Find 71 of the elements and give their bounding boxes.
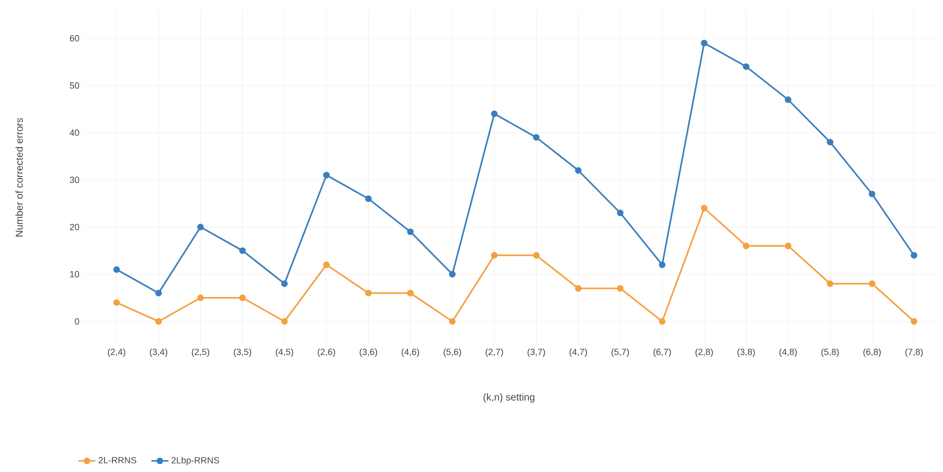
point bbox=[616, 285, 624, 292]
x-tick-label: (6,7) bbox=[654, 348, 671, 357]
point bbox=[491, 252, 498, 259]
x-tick-label: (3,7) bbox=[528, 348, 545, 357]
point bbox=[407, 290, 414, 296]
y-axis-title: Number of corrected errors bbox=[15, 118, 23, 236]
point bbox=[533, 252, 540, 259]
x-tick-label: (5,8) bbox=[821, 348, 839, 357]
point bbox=[365, 195, 372, 202]
x-tick-label: (4,6) bbox=[402, 348, 420, 357]
y-tick-label: 20 bbox=[70, 224, 80, 230]
x-tick-label: (5,6) bbox=[444, 348, 462, 357]
point bbox=[323, 172, 330, 178]
x-tick-label: (2,8) bbox=[696, 348, 713, 357]
x-tick-label: (7,8) bbox=[905, 348, 923, 357]
point bbox=[574, 167, 582, 174]
x-tick-label: (3,4) bbox=[150, 348, 168, 357]
point bbox=[239, 294, 246, 302]
point bbox=[742, 242, 750, 250]
legend-label: 2L-RRNS bbox=[98, 457, 136, 464]
x-tick-label: (3,5) bbox=[234, 348, 252, 357]
point bbox=[658, 261, 666, 268]
x-tick-label: (4,5) bbox=[276, 348, 294, 357]
point bbox=[407, 228, 414, 236]
y-tick-label: 10 bbox=[70, 271, 80, 278]
point bbox=[826, 280, 834, 287]
point bbox=[449, 270, 456, 278]
point bbox=[784, 242, 792, 250]
point bbox=[239, 247, 246, 254]
x-axis-title: (k,n) setting bbox=[484, 393, 534, 403]
point bbox=[365, 290, 372, 296]
point bbox=[449, 318, 456, 325]
point bbox=[113, 266, 120, 273]
point bbox=[281, 318, 288, 325]
y-tick-label: 60 bbox=[70, 35, 80, 42]
x-tick-label: (2,4) bbox=[108, 348, 126, 357]
point bbox=[868, 190, 876, 198]
point bbox=[533, 134, 540, 141]
point bbox=[491, 110, 498, 118]
point bbox=[616, 210, 624, 216]
point bbox=[868, 280, 876, 287]
point bbox=[826, 138, 834, 146]
x-tick-label: (3,8) bbox=[737, 348, 755, 357]
point bbox=[910, 252, 918, 259]
point bbox=[197, 224, 204, 230]
x-tick-label: (2,7) bbox=[486, 348, 503, 357]
y-tick-label: 0 bbox=[74, 318, 80, 325]
point bbox=[155, 318, 162, 325]
point bbox=[700, 40, 708, 46]
y-tick-label: 30 bbox=[70, 176, 80, 184]
x-tick-label: (4,8) bbox=[779, 348, 797, 357]
y-tick-label: 40 bbox=[70, 129, 80, 136]
point bbox=[113, 299, 120, 306]
x-tick-label: (5,7) bbox=[612, 348, 629, 357]
point bbox=[281, 280, 288, 287]
point bbox=[700, 204, 708, 212]
y-tick-label: 50 bbox=[70, 82, 80, 89]
point bbox=[574, 285, 582, 292]
x-tick-label: (3,6) bbox=[360, 348, 378, 357]
x-tick-label: (4,7) bbox=[570, 348, 587, 357]
x-tick-label: (6,8) bbox=[863, 348, 881, 357]
point bbox=[155, 290, 162, 296]
point bbox=[323, 261, 330, 268]
point bbox=[910, 318, 918, 325]
point bbox=[742, 63, 750, 70]
x-tick-label: (2,6) bbox=[318, 348, 336, 357]
x-tick-label: (2,5) bbox=[192, 348, 210, 357]
point bbox=[784, 96, 792, 103]
point bbox=[658, 318, 666, 325]
point bbox=[197, 294, 204, 302]
legend-label: 2Lbp-RRNS bbox=[172, 456, 220, 466]
